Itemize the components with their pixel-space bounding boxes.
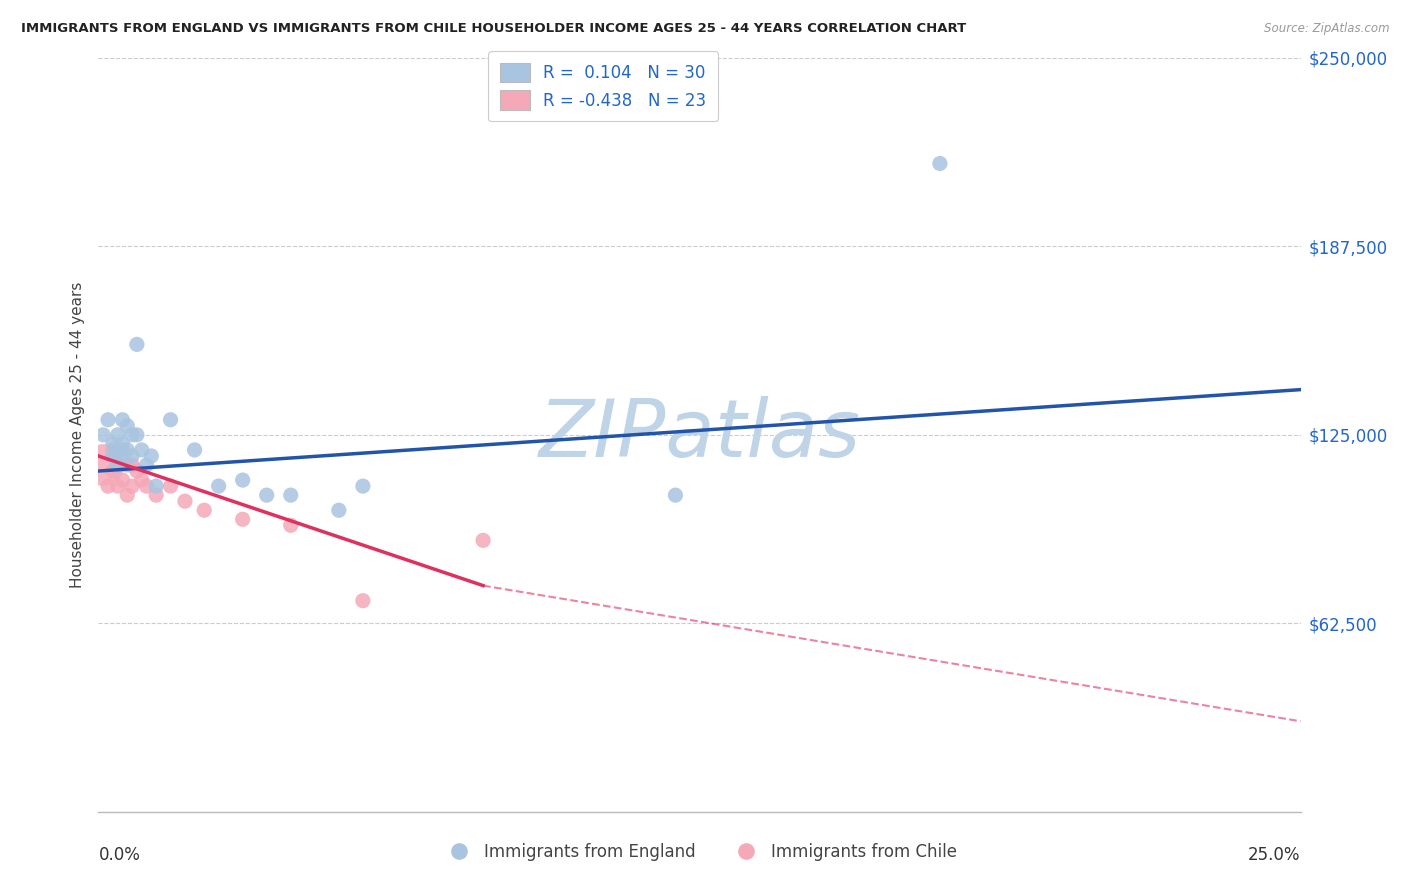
Point: [117, 458, 139, 472]
Point: [101, 449, 124, 463]
Point: [183, 442, 205, 457]
Point: [232, 473, 254, 487]
Point: [125, 464, 148, 478]
Point: [135, 458, 157, 472]
Point: [159, 479, 181, 493]
Point: [131, 473, 153, 487]
Point: [256, 488, 278, 502]
Point: [111, 413, 134, 427]
Text: 0.0%: 0.0%: [98, 846, 141, 863]
Legend: Immigrants from England, Immigrants from Chile: Immigrants from England, Immigrants from…: [436, 836, 963, 867]
Point: [97, 479, 120, 493]
Text: 25.0%: 25.0%: [1249, 846, 1301, 863]
Point: [101, 442, 124, 457]
Point: [174, 494, 197, 508]
Point: [135, 479, 157, 493]
Point: [121, 428, 143, 442]
Point: [232, 512, 254, 526]
Y-axis label: Householder Income Ages 25 - 44 years: Householder Income Ages 25 - 44 years: [69, 282, 84, 588]
Point: [208, 479, 231, 493]
Point: [664, 488, 686, 502]
Point: [125, 428, 148, 442]
Text: IMMIGRANTS FROM ENGLAND VS IMMIGRANTS FROM CHILE HOUSEHOLDER INCOME AGES 25 - 44: IMMIGRANTS FROM ENGLAND VS IMMIGRANTS FR…: [21, 22, 966, 36]
Point: [352, 593, 374, 607]
Point: [111, 449, 134, 463]
Point: [131, 442, 153, 457]
Point: [111, 473, 134, 487]
Point: [159, 413, 181, 427]
Point: [91, 458, 114, 472]
Point: [328, 503, 350, 517]
Point: [107, 442, 129, 457]
Point: [121, 458, 143, 472]
Point: [145, 488, 167, 502]
Point: [352, 479, 374, 493]
Point: [121, 479, 143, 493]
Point: [928, 156, 950, 170]
Point: [117, 442, 139, 457]
Point: [141, 449, 163, 463]
Point: [107, 458, 129, 472]
Point: [280, 518, 302, 533]
Point: [125, 337, 148, 351]
Point: [117, 418, 139, 433]
Point: [111, 437, 134, 451]
Point: [91, 428, 114, 442]
Text: ZIPatlas: ZIPatlas: [538, 396, 860, 474]
Point: [280, 488, 302, 502]
Point: [107, 428, 129, 442]
Point: [145, 479, 167, 493]
Point: [472, 533, 495, 548]
Point: [97, 413, 120, 427]
Text: Source: ZipAtlas.com: Source: ZipAtlas.com: [1264, 22, 1389, 36]
Point: [101, 464, 124, 478]
Point: [107, 458, 129, 472]
Point: [117, 488, 139, 502]
Point: [101, 437, 124, 451]
Point: [107, 479, 129, 493]
Point: [111, 442, 134, 457]
Point: [121, 449, 143, 463]
Point: [193, 503, 215, 517]
